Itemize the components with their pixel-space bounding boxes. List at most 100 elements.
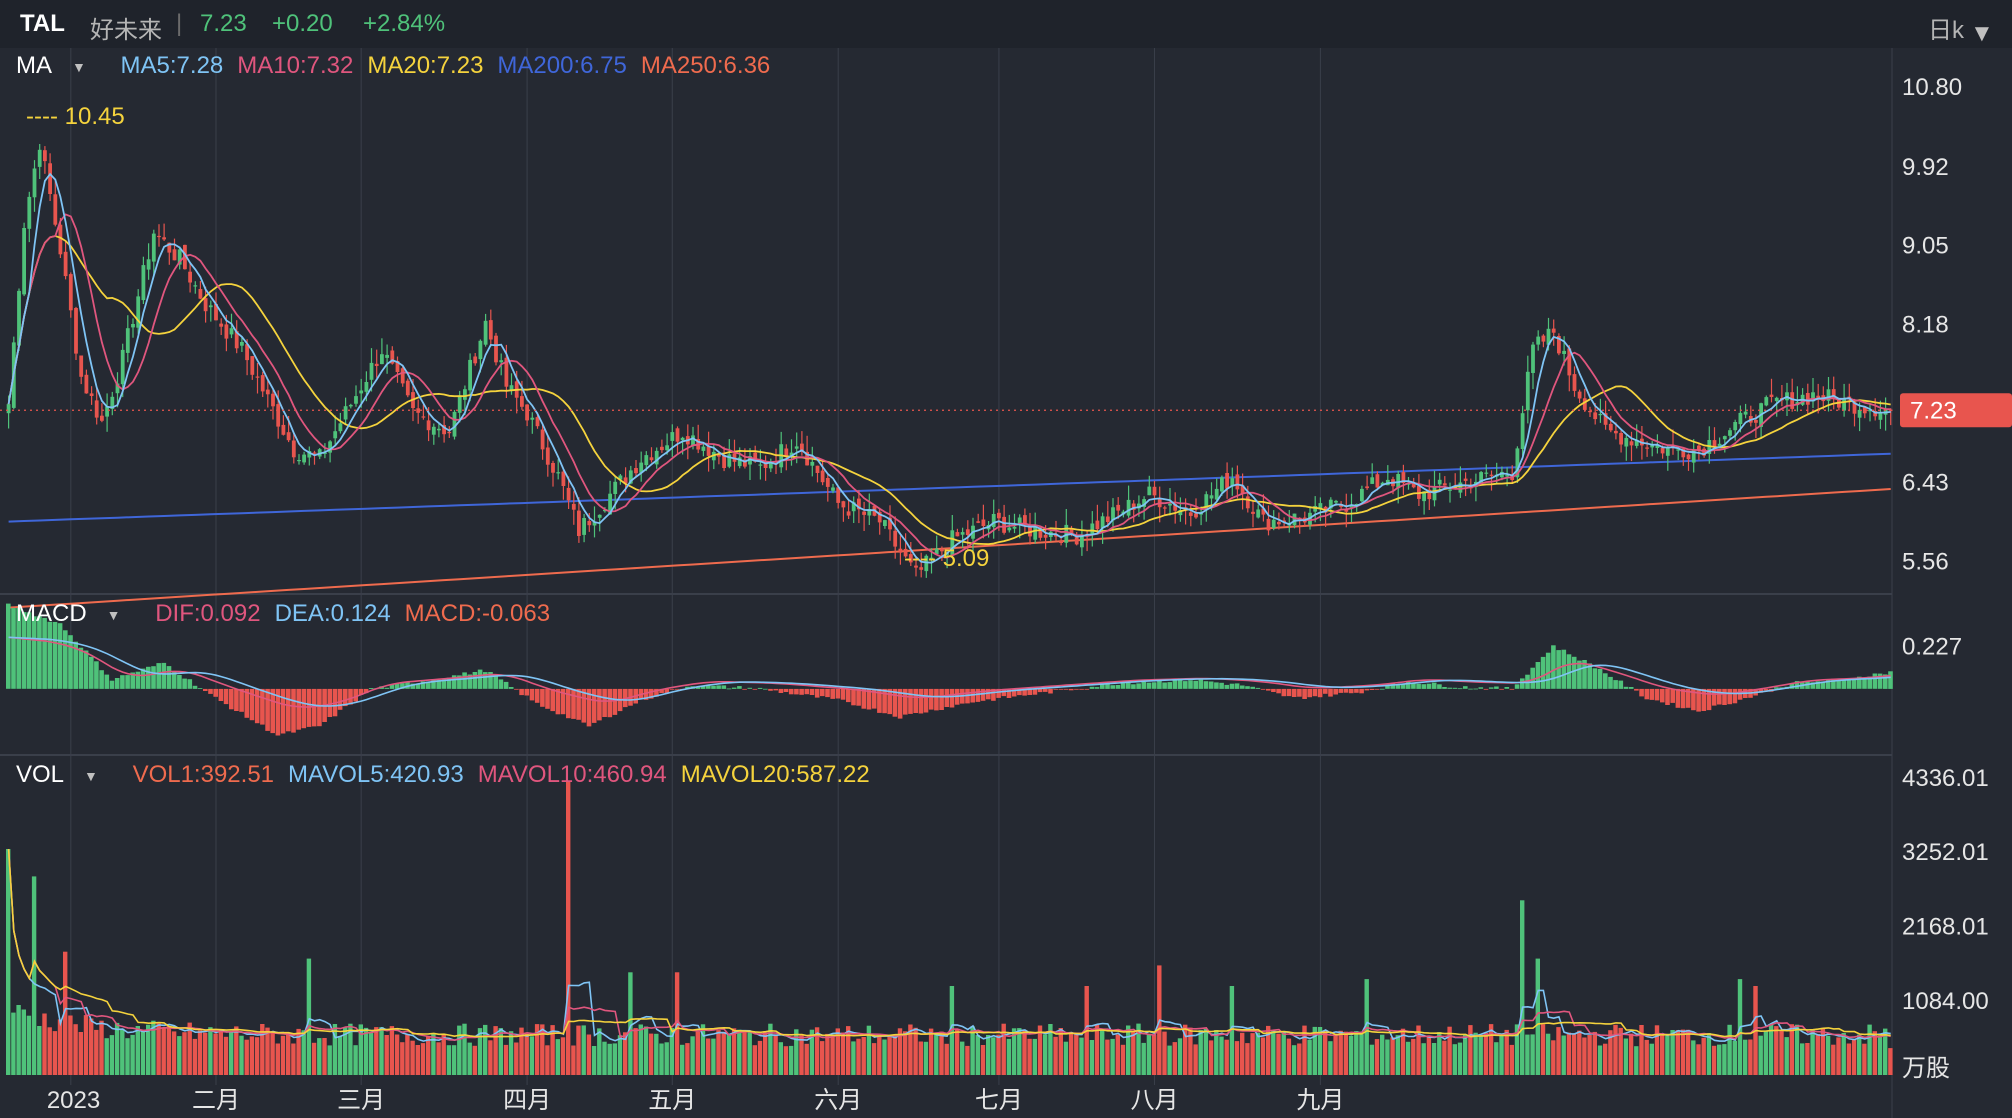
candle-body [431,426,436,435]
macd-bar [1520,678,1525,689]
macd-bar [840,688,846,700]
macd-bar [1011,688,1017,697]
macd-bar [1369,688,1375,690]
macd-bar [814,688,820,698]
macd-bar [1266,688,1271,691]
candle-body [1074,537,1079,545]
candle-body [1188,512,1193,516]
volume-bar [742,1030,747,1075]
macd-bar [1385,684,1390,689]
macd-bar [483,672,488,689]
volume-bar [980,1045,986,1075]
macd-indicator-selector[interactable]: MACD ▼ [16,600,135,627]
candle-body [307,451,312,458]
candle-body [965,529,970,535]
candle-body [281,424,286,435]
candle-body [1852,401,1857,414]
volume-bar [73,1024,78,1075]
candle-body [1676,449,1681,451]
macd-bar [581,688,587,723]
macd-bar [514,688,519,690]
volume-bar [591,1046,597,1075]
volume-bar [1634,1046,1639,1075]
macd-bar [1343,688,1349,693]
macd-bar [1416,683,1421,689]
candle-body [1582,398,1587,410]
volume-bar [11,1012,16,1075]
volume-bar [1520,900,1525,1075]
macd-bar [1483,688,1489,690]
volume-bar [462,1023,467,1075]
volume-bar [301,1030,306,1075]
candle-body [877,511,882,523]
candle-body [1131,503,1136,510]
volume-bar [306,958,312,1075]
candle-body [649,457,654,461]
volume-bar [291,1043,296,1075]
macd-bar [1281,688,1287,697]
candle-body [1681,448,1686,458]
macd-bar [1364,688,1370,691]
macd-bar [934,688,939,711]
macd-bar [804,688,810,695]
x-axis-label: 2023 [47,1087,100,1114]
volume-bar [229,1032,234,1075]
macd-bar [73,641,78,689]
macd-bar [1696,688,1701,712]
macd-bar [1706,688,1712,711]
macd-bar [1530,667,1535,689]
volume-bar [1188,1027,1193,1075]
volume-bar [415,1045,420,1075]
macd-bar [1862,678,1867,689]
candle-body [1811,392,1815,402]
volume-bar [1126,1025,1131,1075]
candle-body [587,521,592,526]
candle-body [815,465,820,473]
volume-bar [1883,1028,1888,1075]
candle-body [405,380,410,396]
volume-bar [348,1023,353,1075]
candle-body [732,453,737,462]
volume-bar [887,1036,892,1075]
volume-bar [1043,1034,1048,1075]
candle-body [644,455,649,466]
candle-body [188,271,192,283]
macd-bar [1100,684,1105,689]
ma-indicator-selector[interactable]: MA ▼ [16,52,100,79]
volume-bar [1167,1045,1172,1075]
candle-body [63,251,68,277]
candle-body [1235,474,1240,490]
macd-bar [1831,678,1836,689]
macd-bar [1001,688,1007,697]
macd-bar [1763,688,1769,691]
candle-body [297,460,301,462]
volume-bar [109,1035,115,1075]
period-selector[interactable]: 日k ▼ [1928,10,1994,47]
price-legend-item: MA10:7.32 [237,52,354,79]
volume-bar [384,1035,389,1075]
vol-legend-item: MAVOL5:420.93 [288,761,464,788]
volume-bar [1608,1030,1613,1075]
candle-body [1873,411,1878,417]
macd-bar [1478,687,1484,689]
macd-bar [851,688,856,706]
candle-body [1277,521,1281,525]
candle-body [1230,478,1235,487]
vol-axis-tick: 3252.01 [1902,839,1989,866]
macd-bar [1597,668,1603,689]
vol-legend-item: MAVOL20:587.22 [680,761,870,788]
macd-bar [1815,681,1821,689]
macd-bar [42,617,47,689]
candle-body [1100,516,1105,528]
macd-bar [643,688,649,700]
candle-body [120,349,125,385]
volume-bar [441,1034,446,1075]
candle-body [234,331,239,349]
volume-bar [457,1025,462,1075]
volume-bar [472,1045,477,1075]
vol-indicator-selector[interactable]: VOL ▼ [16,761,112,788]
candle-body [1007,527,1012,531]
candle-body [566,487,571,501]
x-axis-label: 三月 [337,1087,385,1114]
